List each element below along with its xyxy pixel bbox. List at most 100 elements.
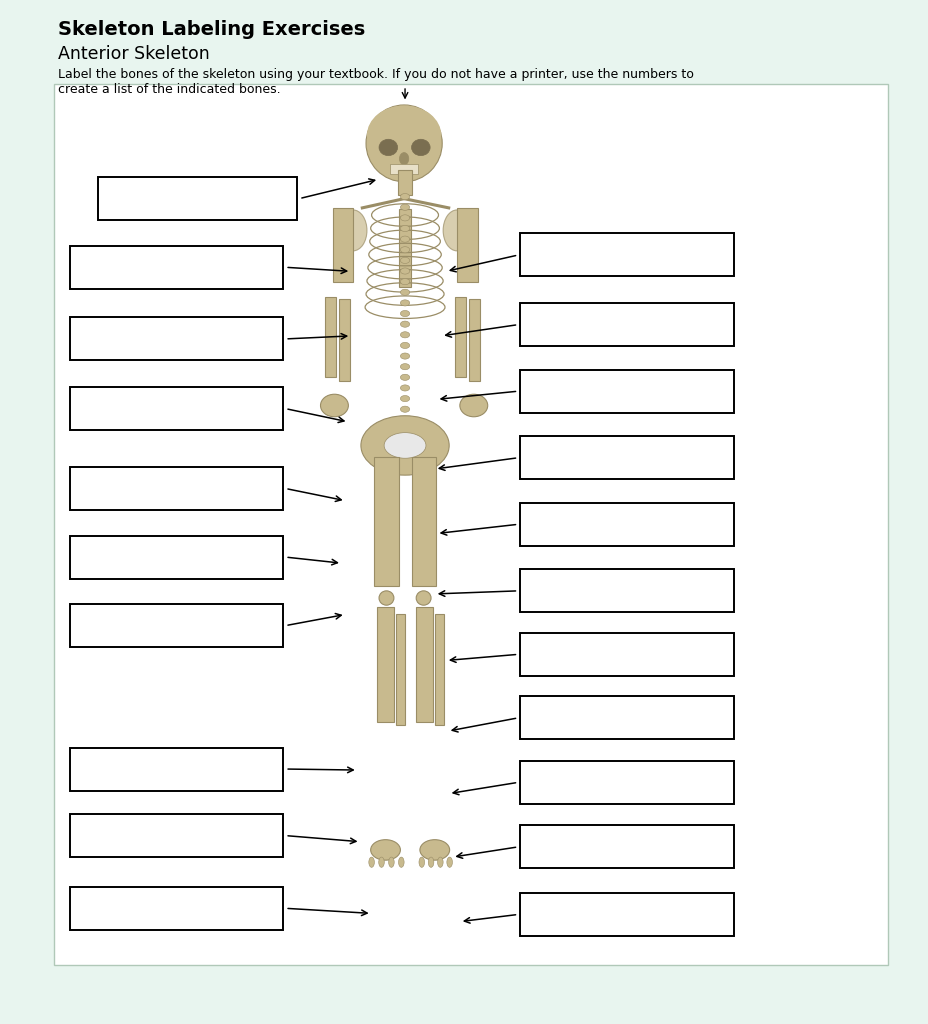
Ellipse shape — [400, 247, 409, 253]
Ellipse shape — [400, 300, 409, 306]
Text: 15: 15 — [532, 517, 551, 531]
Ellipse shape — [400, 374, 409, 380]
Bar — [520, 303, 733, 346]
Ellipse shape — [400, 289, 409, 295]
Ellipse shape — [368, 857, 374, 867]
Text: Anterior Skeleton: Anterior Skeleton — [58, 45, 209, 63]
Text: 21: 21 — [532, 907, 551, 922]
Ellipse shape — [419, 857, 424, 867]
Ellipse shape — [400, 417, 409, 423]
Bar — [70, 246, 283, 289]
Text: 16: 16 — [532, 584, 551, 598]
Text: Skeleton Labeling Exercises: Skeleton Labeling Exercises — [58, 20, 365, 40]
Ellipse shape — [419, 840, 449, 860]
Text: 4: 4 — [82, 401, 91, 416]
Ellipse shape — [411, 139, 430, 156]
Text: 6: 6 — [82, 550, 91, 564]
Ellipse shape — [400, 237, 409, 243]
Text: 7: 7 — [82, 618, 91, 633]
Ellipse shape — [384, 433, 425, 459]
Ellipse shape — [400, 364, 409, 370]
Bar — [520, 696, 733, 739]
Text: 5: 5 — [82, 481, 91, 496]
Bar — [332, 208, 353, 282]
Bar — [520, 370, 733, 413]
Bar — [97, 177, 297, 220]
Bar — [70, 467, 283, 510]
Ellipse shape — [400, 342, 409, 348]
Ellipse shape — [416, 591, 431, 605]
Bar — [374, 457, 398, 586]
Text: 11: 11 — [532, 248, 551, 262]
Text: 13: 13 — [532, 384, 551, 398]
Ellipse shape — [379, 857, 384, 867]
Ellipse shape — [428, 857, 433, 867]
Ellipse shape — [400, 279, 409, 285]
Bar — [520, 503, 733, 546]
Bar — [416, 607, 432, 722]
Bar — [325, 297, 336, 377]
Text: 8: 8 — [82, 762, 91, 776]
Ellipse shape — [400, 215, 409, 221]
Bar — [520, 633, 733, 676]
Ellipse shape — [379, 591, 393, 605]
Ellipse shape — [400, 194, 409, 200]
Bar — [457, 208, 477, 282]
Bar — [339, 299, 350, 381]
Bar — [520, 825, 733, 868]
Bar — [469, 299, 480, 381]
Ellipse shape — [400, 257, 409, 263]
Bar — [54, 84, 887, 965]
Ellipse shape — [400, 322, 409, 328]
Bar — [399, 209, 410, 287]
Text: 10: 10 — [82, 901, 101, 915]
Ellipse shape — [370, 840, 400, 860]
Bar — [70, 748, 283, 791]
Bar — [520, 893, 733, 936]
Ellipse shape — [446, 857, 452, 867]
Bar — [411, 457, 435, 586]
Ellipse shape — [459, 394, 487, 417]
Bar — [70, 536, 283, 579]
Ellipse shape — [400, 204, 409, 210]
Ellipse shape — [400, 310, 409, 316]
Ellipse shape — [398, 857, 404, 867]
Text: 17: 17 — [532, 647, 551, 662]
Bar — [70, 387, 283, 430]
Bar — [70, 317, 283, 360]
Bar — [377, 607, 393, 722]
Ellipse shape — [400, 225, 409, 231]
Ellipse shape — [443, 210, 470, 251]
Text: 19: 19 — [532, 775, 551, 790]
Ellipse shape — [437, 857, 443, 867]
Ellipse shape — [388, 857, 393, 867]
Bar — [70, 814, 283, 857]
Text: 12: 12 — [532, 317, 551, 332]
Bar — [520, 436, 733, 479]
Bar — [520, 569, 733, 612]
Ellipse shape — [400, 332, 409, 338]
Text: 9: 9 — [82, 828, 91, 843]
Text: 2: 2 — [82, 260, 91, 274]
Bar — [520, 233, 733, 276]
Ellipse shape — [367, 105, 441, 165]
Bar — [455, 297, 466, 377]
Bar — [397, 170, 412, 195]
Text: Label the bones of the skeleton using your textbook. If you do not have a printe: Label the bones of the skeleton using yo… — [58, 68, 692, 95]
Text: 20: 20 — [532, 840, 551, 854]
Ellipse shape — [339, 210, 367, 251]
Ellipse shape — [366, 105, 442, 182]
Bar — [70, 604, 283, 647]
Ellipse shape — [320, 394, 348, 417]
Ellipse shape — [400, 268, 409, 274]
Bar — [520, 761, 733, 804]
Text: 18: 18 — [532, 711, 551, 725]
Bar — [390, 164, 418, 174]
Bar — [70, 887, 283, 930]
Ellipse shape — [400, 353, 409, 359]
Ellipse shape — [400, 385, 409, 391]
Bar — [395, 614, 405, 725]
Ellipse shape — [360, 416, 449, 475]
Bar — [434, 614, 444, 725]
Ellipse shape — [400, 395, 409, 401]
